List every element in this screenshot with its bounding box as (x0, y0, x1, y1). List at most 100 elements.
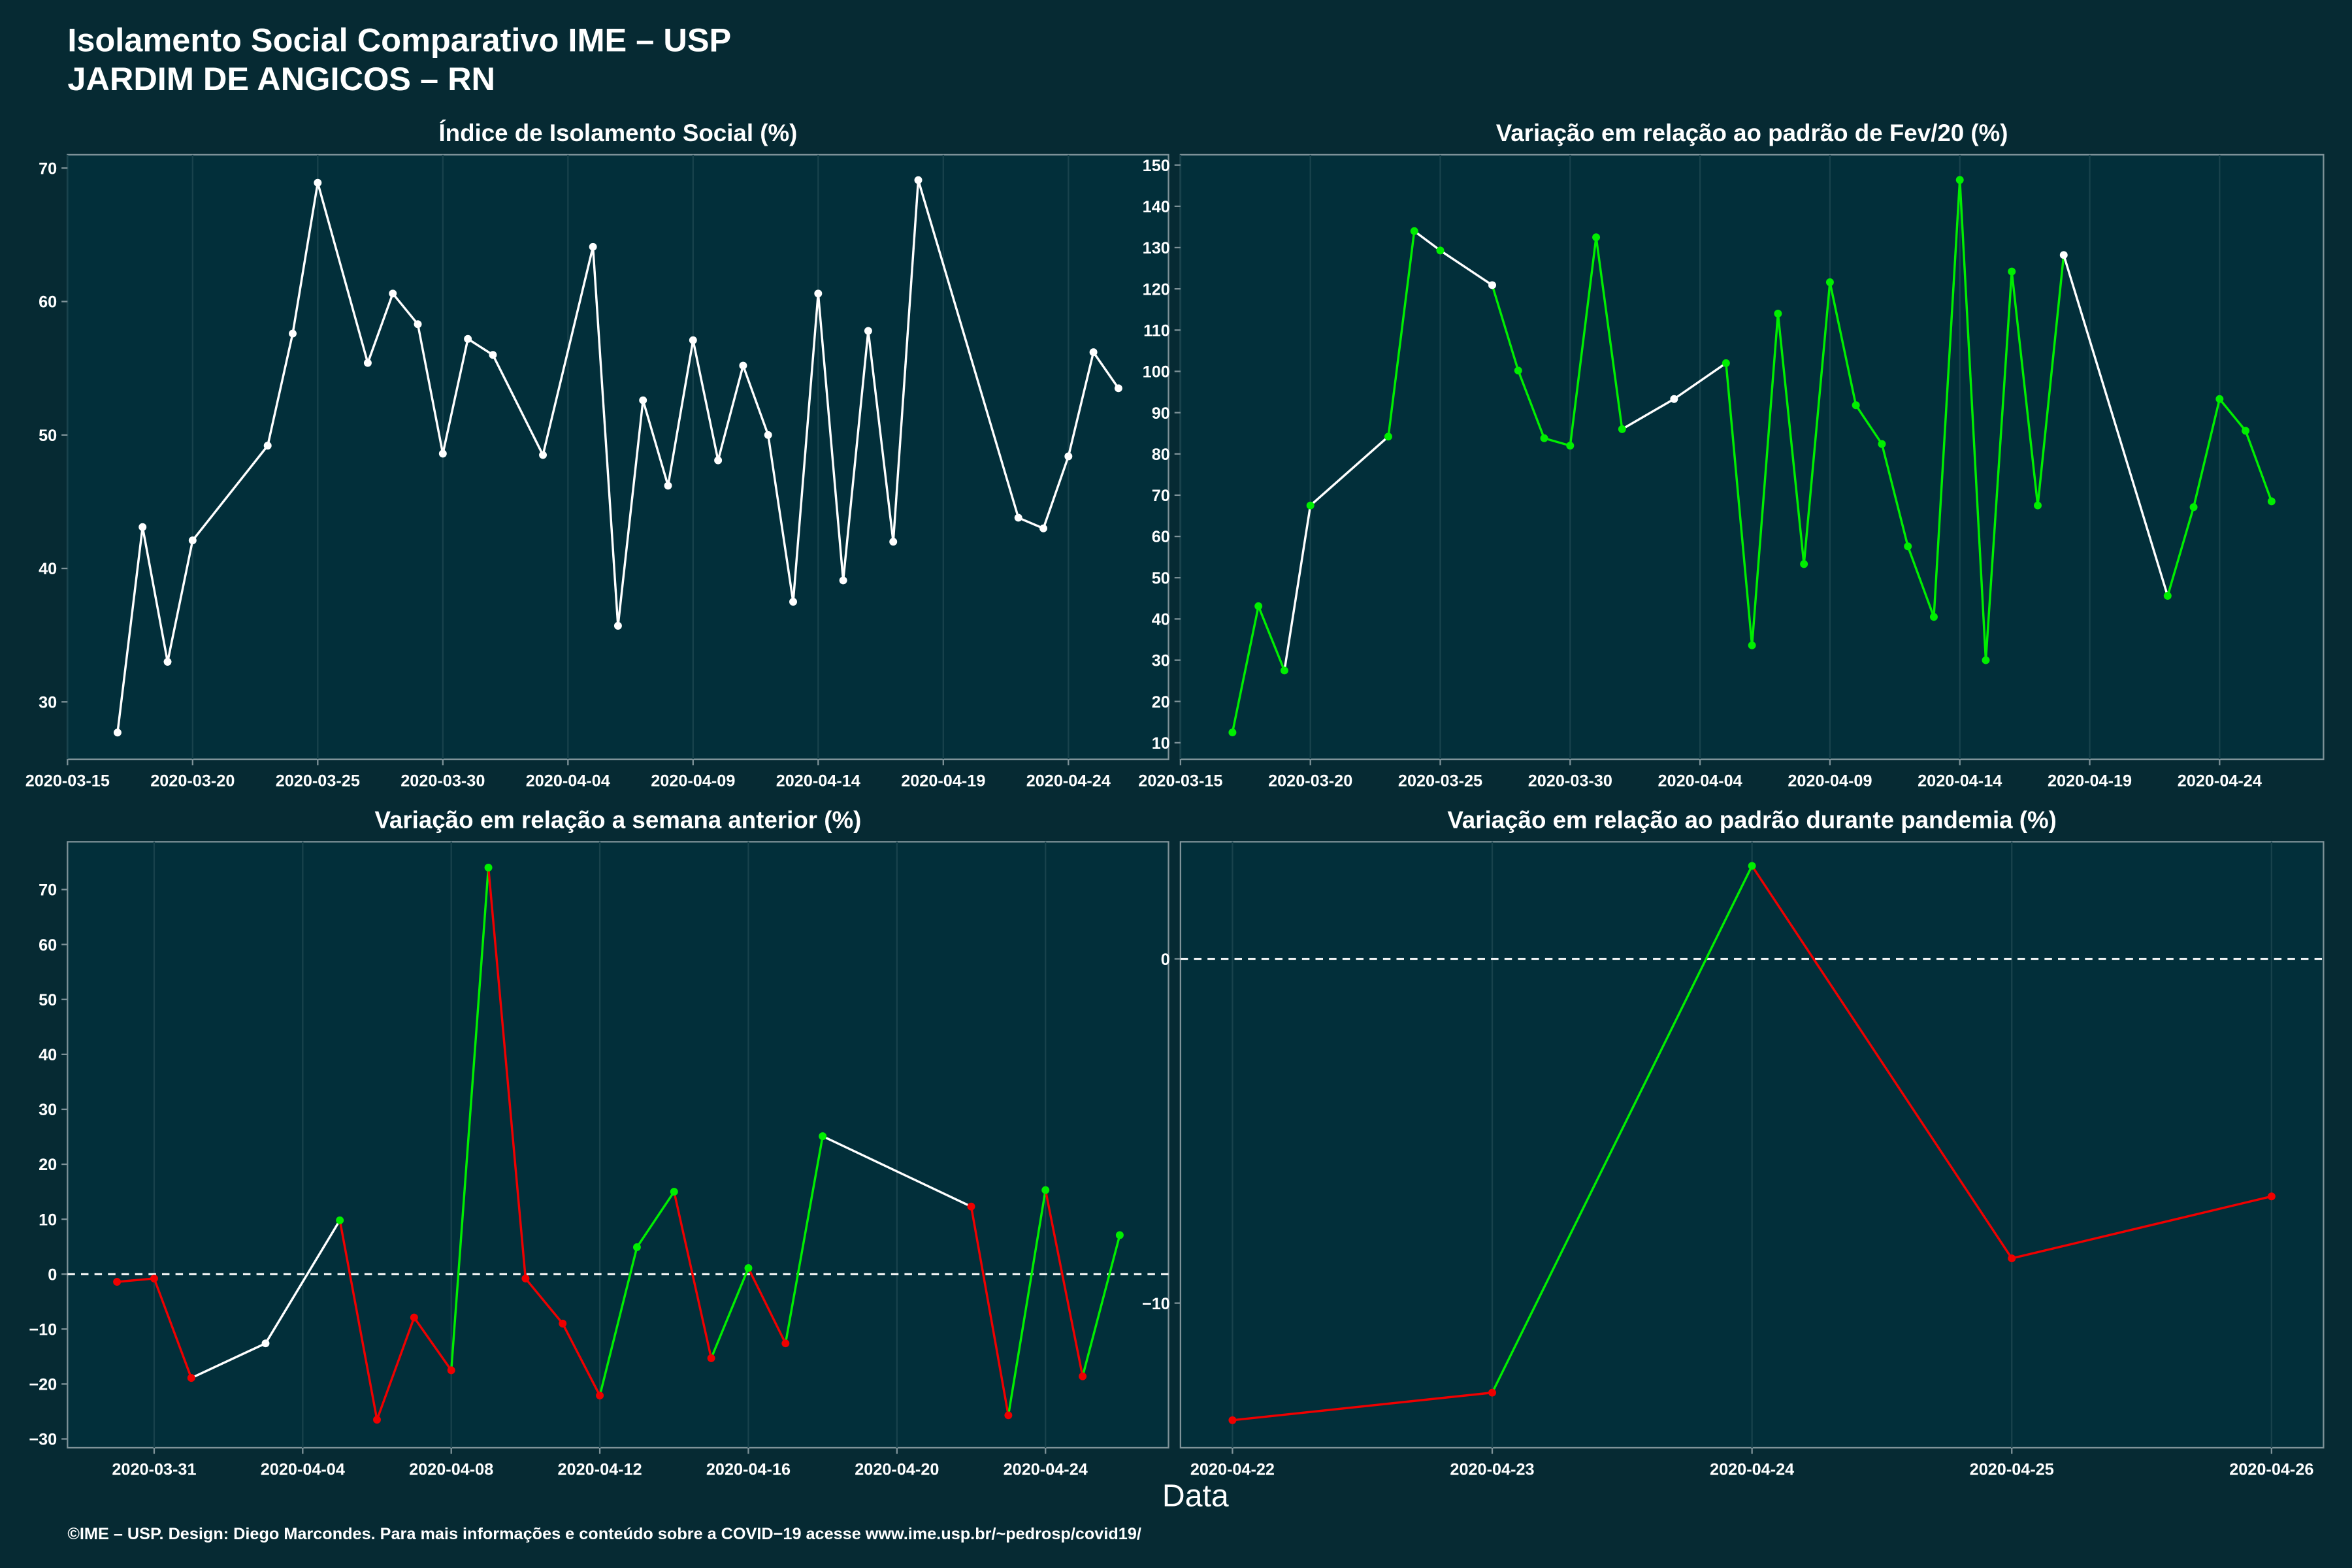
data-point (632, 1243, 641, 1251)
plot-area (67, 154, 1169, 760)
x-tick-label: 2020-03-25 (276, 772, 360, 790)
data-point (1089, 348, 1098, 357)
line-segment (2036, 255, 2065, 506)
data-point (1064, 452, 1073, 461)
line-segment (267, 333, 294, 446)
y-tick-label: 40 (1152, 611, 1170, 629)
line-segment (1067, 351, 1095, 457)
data-point (139, 523, 147, 531)
data-point (1904, 542, 1912, 551)
x-tick-label: 2020-04-14 (776, 772, 860, 790)
data-point (839, 576, 847, 585)
panel-title: Variação em relação ao padrão durante pa… (1447, 807, 2057, 834)
line-segment (917, 180, 1020, 518)
y-tick-label: 60 (39, 293, 57, 312)
line-segment (1933, 180, 1961, 617)
data-point (2163, 592, 2172, 600)
line-segment (265, 1219, 341, 1345)
data-point (1592, 233, 1601, 242)
plot-area (67, 841, 1169, 1449)
line-segment (1044, 1190, 1084, 1377)
line-segment (1491, 865, 1754, 1394)
x-tick-label: 2020-04-09 (1788, 772, 1872, 790)
y-tick-label: 0 (1161, 951, 1170, 969)
data-point (363, 359, 372, 367)
data-point (1488, 281, 1496, 289)
data-point (613, 621, 622, 630)
line-segment (191, 1342, 267, 1379)
data-point (1306, 501, 1315, 510)
line-segment (1776, 313, 1805, 564)
y-tick-label: 120 (1143, 280, 1170, 299)
data-point (864, 327, 872, 335)
y-tick-label: 20 (1152, 693, 1170, 711)
data-point (188, 536, 197, 545)
data-point (2008, 267, 2016, 276)
plot-area (1179, 154, 2325, 760)
data-point (2267, 497, 2276, 506)
line-segment (1750, 313, 1780, 645)
x-tick-label: 2020-04-19 (2048, 772, 2132, 790)
line-segment (642, 400, 670, 486)
data-point (967, 1202, 975, 1211)
data-point (113, 728, 122, 737)
line-segment (376, 1317, 416, 1420)
y-tick-label: 60 (39, 936, 57, 955)
y-tick-label: 40 (39, 1046, 57, 1064)
data-point (1014, 514, 1022, 522)
x-tick-label: 2020-03-30 (1528, 772, 1612, 790)
y-tick-label: 30 (39, 1101, 57, 1119)
line-segment (767, 434, 794, 602)
y-tick-label: 0 (48, 1266, 57, 1284)
data-point (689, 336, 697, 344)
data-point (187, 1374, 195, 1382)
data-point (781, 1339, 790, 1348)
y-tick-label: 130 (1143, 239, 1170, 257)
data-point (639, 396, 647, 404)
data-point (1039, 524, 1047, 532)
line-segment (467, 338, 494, 356)
line-segment (442, 338, 469, 454)
line-segment (116, 527, 144, 733)
data-point (2008, 1254, 2016, 1263)
line-segment (717, 365, 745, 461)
data-point (1955, 176, 1964, 184)
data-point (819, 1132, 827, 1141)
data-point (163, 658, 172, 666)
data-point (914, 176, 923, 184)
x-tick-label: 2020-04-04 (526, 772, 610, 790)
data-point (1566, 442, 1575, 450)
line-segment (1387, 231, 1416, 437)
data-point (1004, 1411, 1013, 1420)
line-segment (817, 293, 845, 581)
line-segment (1018, 516, 1044, 530)
line-segment (1232, 1391, 1493, 1422)
line-segment (525, 1277, 564, 1324)
data-point (1722, 359, 1730, 367)
line-segment (1959, 180, 1987, 661)
y-tick-label: 70 (39, 159, 57, 178)
x-tick-label: 2020-03-30 (400, 772, 485, 790)
y-tick-label: 50 (39, 427, 57, 445)
data-point (336, 1216, 344, 1224)
line-segment (487, 867, 527, 1279)
line-segment (617, 400, 644, 627)
line-segment (449, 867, 490, 1371)
line-segment (1803, 282, 1831, 564)
y-tick-label: −10 (1142, 1295, 1170, 1313)
x-tick-label: 2020-03-20 (150, 772, 235, 790)
line-segment (673, 1191, 713, 1359)
data-point (373, 1416, 381, 1424)
footer: ©IME – USP. Design: Diego Marcondes. Par… (67, 1525, 1141, 1543)
data-point (1748, 641, 1756, 649)
line-segment (784, 1135, 824, 1344)
data-point (1384, 433, 1392, 441)
data-point (314, 178, 322, 187)
line-segment (2011, 1195, 2272, 1260)
line-segment (116, 1277, 155, 1283)
line-segment (191, 445, 269, 542)
line-segment (291, 182, 319, 334)
x-tick-label: 2020-04-14 (1918, 772, 2002, 790)
data-point (889, 538, 898, 546)
x-tick-label: 2020-04-23 (1450, 1460, 1534, 1478)
